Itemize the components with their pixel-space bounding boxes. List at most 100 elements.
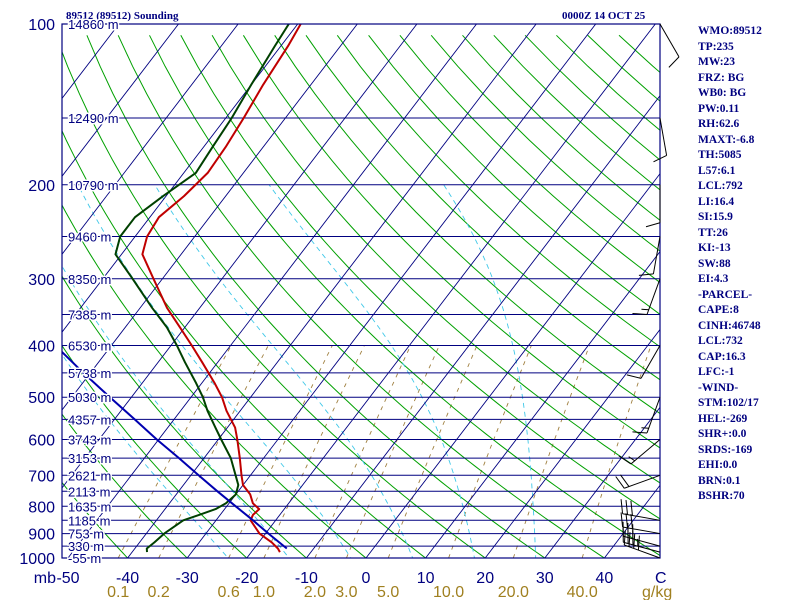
y-tick-label: 200 xyxy=(28,178,55,195)
wind-barb xyxy=(615,474,661,489)
height-label: 14860 m xyxy=(68,17,119,32)
mixing-ratio-label: 3.0 xyxy=(335,584,357,600)
y-tick-label: 900 xyxy=(28,527,55,544)
isotherm-line xyxy=(544,406,660,558)
isotherm-line xyxy=(62,24,179,178)
mixing-ratio-label: 10.0 xyxy=(433,584,464,600)
mixing-ratio-line xyxy=(387,345,478,558)
y-tick-label: 500 xyxy=(28,390,55,407)
wind-barb-flag xyxy=(620,474,630,487)
isotherm-line xyxy=(62,24,239,255)
y-tick-label: 700 xyxy=(28,468,55,485)
index-item: LCL:792 xyxy=(698,180,743,192)
mixing-ratio-line xyxy=(512,345,590,558)
y-tick-label: 100 xyxy=(28,17,55,34)
dry-adiabat-line xyxy=(117,35,606,558)
wind-barb-flag xyxy=(626,374,642,379)
index-item: LCL:732 xyxy=(698,335,743,347)
height-label: 10790 m xyxy=(68,178,119,193)
isotherm-line xyxy=(246,24,656,558)
moist-adiabat-line xyxy=(443,184,537,558)
mixing-ratio-label: 2.0 xyxy=(304,584,326,600)
index-item: MW:23 xyxy=(698,56,736,68)
height-label: 4357 m xyxy=(68,412,111,427)
isotherm-line xyxy=(425,250,660,558)
y-axis-unit: mb xyxy=(34,570,56,587)
wind-barb-flag xyxy=(630,514,633,529)
mixing-ratio-line xyxy=(581,345,652,558)
index-item: KI:-13 xyxy=(698,242,731,254)
x-tick-label: -10 xyxy=(295,570,318,587)
mixing-ratio-label: 20.0 xyxy=(498,584,529,600)
mixing-ratio-line xyxy=(228,345,333,558)
dry-adiabat-line xyxy=(242,35,660,449)
isotherm-line xyxy=(484,328,660,558)
index-item: BSHR:70 xyxy=(698,490,745,502)
index-item: -WIND- xyxy=(698,381,739,394)
sounding-title: 89512 (89512) Sounding xyxy=(66,10,179,22)
height-label: 9460 m xyxy=(68,229,111,244)
dry-adiabat-line xyxy=(62,413,188,558)
wind-barb-staff xyxy=(652,236,661,275)
index-item: PW:0.11 xyxy=(698,102,740,115)
height-label: 2621 m xyxy=(68,468,111,483)
height-label: 2113 m xyxy=(68,484,110,499)
wind-barb-staff xyxy=(646,397,661,434)
wind-barb-flag xyxy=(620,499,624,514)
wind-barb-staff xyxy=(659,23,680,58)
index-item: STM:102/17 xyxy=(698,397,759,409)
plot-frame xyxy=(61,23,661,559)
plot-area xyxy=(62,24,660,558)
x-tick-label: -20 xyxy=(235,570,258,587)
mixing-ratio-line xyxy=(263,345,365,558)
isotherm-line xyxy=(67,24,477,558)
index-item: FRZ: BG xyxy=(698,71,745,84)
height-label: 6530 m xyxy=(68,339,111,354)
y-tick-label: 1000 xyxy=(19,551,55,568)
wind-barb xyxy=(626,345,661,379)
dry-adiabat-line xyxy=(62,275,308,558)
wind-barb xyxy=(622,521,661,547)
dry-adiabat-line xyxy=(62,204,367,558)
isotherm-line xyxy=(365,172,660,558)
wind-barb-flag xyxy=(632,312,648,315)
wind-barb-flag xyxy=(632,431,648,434)
wind-barb-flag xyxy=(620,512,624,528)
index-item: CINH:46748 xyxy=(698,319,761,332)
index-item: HEL:-269 xyxy=(698,412,748,425)
moist-adiabat-line xyxy=(77,184,352,558)
index-item: CAPE:8 xyxy=(698,304,739,316)
wind-barb-flag xyxy=(618,455,632,465)
mixing-ratio-label: 0.6 xyxy=(218,584,240,600)
wind-barb-flag xyxy=(625,513,628,528)
temperature-line xyxy=(141,24,302,553)
index-item: LFC:-1 xyxy=(698,366,735,378)
x-axis-unit: C xyxy=(655,570,667,587)
y-tick-label: 600 xyxy=(28,433,55,450)
height-label: 5738 m xyxy=(68,366,111,381)
moist-adiabat-line xyxy=(154,184,414,558)
dry-adiabat-line xyxy=(62,50,487,558)
wind-barb xyxy=(620,512,661,535)
index-item: LI:16.4 xyxy=(698,195,735,208)
dry-adiabat-line xyxy=(587,34,660,102)
isotherm-line xyxy=(306,95,660,558)
y-tick-label: 300 xyxy=(28,272,55,289)
height-label: 5030 m xyxy=(68,390,111,405)
parcel-line xyxy=(62,350,288,550)
dry-adiabat-line xyxy=(62,481,129,558)
indices-panel: WMO:89512 TP:235 MW:23 FRZ: BG WB0: BG PW:0.1… xyxy=(698,24,762,505)
mixing-ratio-line xyxy=(314,345,412,558)
index-item: EHI:0.0 xyxy=(698,459,738,471)
wind-barb-staff xyxy=(630,439,661,465)
moist-adiabat-line xyxy=(62,265,290,558)
dry-adiabat-line xyxy=(336,35,660,348)
x-tick-label: 0 xyxy=(362,570,371,587)
wind-barb-flag xyxy=(625,500,628,515)
sounding-time: 0000Z 14 OCT 25 xyxy=(562,10,646,22)
index-item: SI:15.9 xyxy=(698,211,733,223)
wind-barb xyxy=(653,117,668,163)
height-label: 1185 m xyxy=(68,513,110,528)
height-label: 8350 m xyxy=(68,272,111,287)
wind-barb xyxy=(620,499,661,521)
